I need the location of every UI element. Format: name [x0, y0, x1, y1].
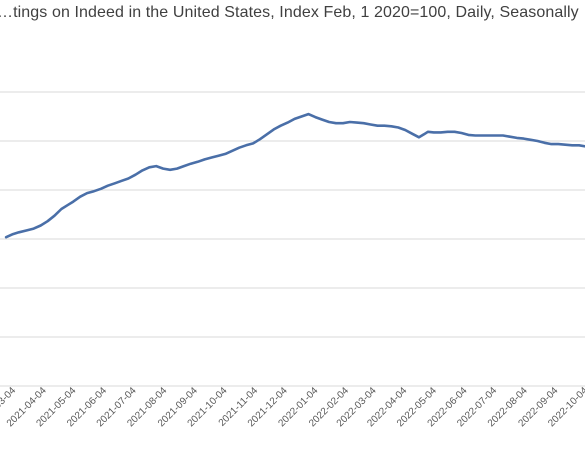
chart-title: …tings on Indeed in the United States, I…: [0, 4, 585, 21]
plot-area: [4, 112, 585, 239]
gridlines: [0, 91, 585, 387]
x-axis-tick-labels: 2021-03-042021-04-042021-05-042021-06-04…: [0, 385, 585, 429]
series-line: [4, 112, 585, 239]
